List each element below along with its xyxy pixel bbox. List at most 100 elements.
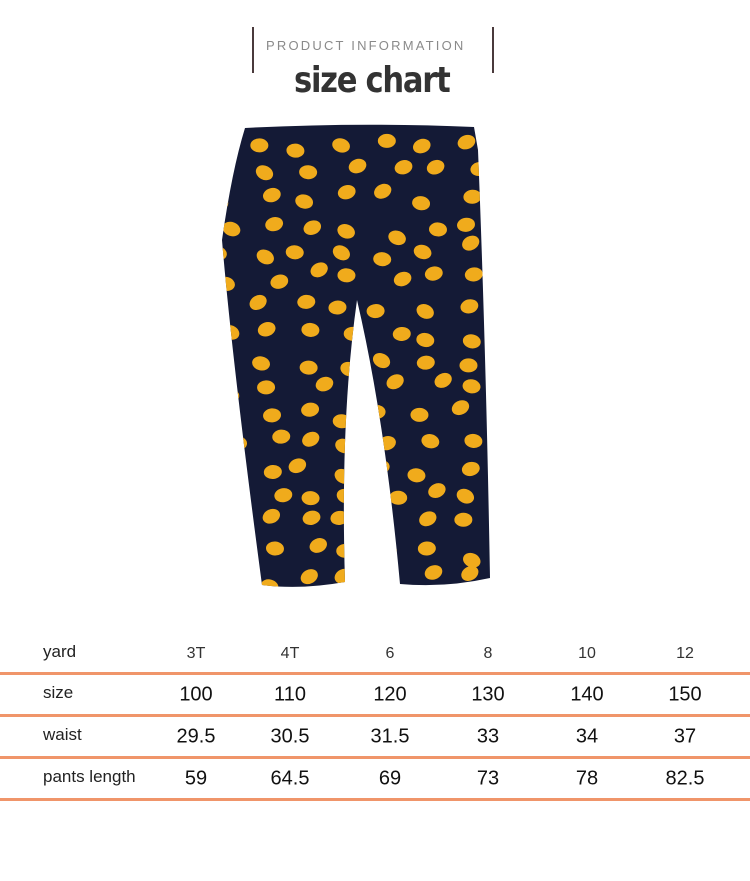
table-cell: 130 xyxy=(471,683,505,705)
lemon-print-dot xyxy=(372,353,391,369)
lemon-print-dot xyxy=(413,244,432,260)
lemon-print-dot xyxy=(407,468,426,483)
lemon-print-dot xyxy=(460,299,479,314)
lemon-print-dot xyxy=(286,143,305,158)
lemon-print-dot xyxy=(309,538,327,553)
lemon-print-dot xyxy=(222,169,230,185)
lemon-print-dot xyxy=(463,552,481,568)
table-cell: 120 xyxy=(373,683,407,705)
lemon-print-dot xyxy=(300,569,318,585)
lemon-print-dot xyxy=(262,508,281,524)
lemon-print-dot xyxy=(222,299,227,314)
table-cell: 82.5 xyxy=(665,767,705,789)
column-header: 3T xyxy=(186,645,206,662)
product-image-pants xyxy=(222,124,490,587)
lemon-print-dot xyxy=(451,400,470,416)
lemon-print-dot xyxy=(377,133,396,148)
lemon-print-dot xyxy=(222,541,240,556)
lemon-print-dot xyxy=(337,224,355,239)
column-header: 12 xyxy=(676,645,694,662)
lemon-print-dot xyxy=(310,262,328,278)
lemon-print-dot xyxy=(299,165,318,180)
lemon-print-dot xyxy=(424,565,443,580)
lemon-print-dot xyxy=(222,135,235,151)
table-row-size: size 100 110 120 130 140 150 xyxy=(0,675,750,717)
table-cell: 30.5 xyxy=(270,725,310,747)
lemon-print-dot xyxy=(461,565,479,581)
lemon-print-dot xyxy=(302,510,321,525)
lemon-print-dot xyxy=(301,402,320,417)
row-label: waist xyxy=(43,724,82,744)
lemon-print-dot xyxy=(272,429,291,444)
lemon-print-dot xyxy=(454,512,473,527)
lemon-print-dot xyxy=(462,235,480,251)
lemon-print-dot xyxy=(368,523,386,539)
lemon-print-dot xyxy=(394,160,413,175)
lemon-print-dot xyxy=(265,216,284,232)
lemon-print-dot xyxy=(257,322,276,337)
lemon-print-dot xyxy=(328,300,347,315)
lemon-print-dot xyxy=(413,138,431,154)
lemon-print-dot xyxy=(416,304,434,319)
title-divider-right xyxy=(492,27,494,73)
lemon-print-dot xyxy=(419,511,437,527)
lemon-print-dot xyxy=(303,220,322,235)
table-cell: 69 xyxy=(378,767,402,789)
lemon-print-dot xyxy=(252,356,270,371)
lemon-print-dot xyxy=(222,565,227,581)
lemon-print-dot xyxy=(265,541,284,556)
lemon-print-dot xyxy=(288,458,307,474)
title-divider-left xyxy=(252,27,254,73)
page-title: size chart xyxy=(294,60,451,101)
table-cell: 78 xyxy=(575,767,599,789)
lemon-print-dot xyxy=(410,407,429,422)
section-subtitle: PRODUCT INFORMATION xyxy=(266,38,466,53)
lemon-print-dot xyxy=(256,249,274,265)
table-cell: 33 xyxy=(476,725,500,747)
pants-shape xyxy=(222,124,490,587)
lemon-print-dot xyxy=(457,217,475,232)
lemon-print-dot xyxy=(263,465,282,480)
column-header: 8 xyxy=(483,645,493,662)
lemon-print-dot xyxy=(262,187,281,203)
lemon-print-dot xyxy=(222,410,230,425)
lemon-print-dot xyxy=(257,380,276,395)
table-cell: 73 xyxy=(476,767,500,789)
lemon-print-dot xyxy=(462,379,481,394)
lemon-print-dot xyxy=(301,322,320,337)
lemon-print-dot xyxy=(462,334,481,349)
lemon-print-dot xyxy=(222,362,227,378)
lemon-print-dot xyxy=(392,326,411,341)
table-cell: 31.5 xyxy=(370,725,410,747)
lemon-print-dot xyxy=(393,271,412,287)
lemon-print-dot xyxy=(457,134,476,150)
lemon-print-dot xyxy=(222,521,239,536)
table-header-row: yard 3T 4T 6 8 10 12 xyxy=(0,636,750,675)
lemon-print-dot xyxy=(463,189,482,204)
lemon-print-dot xyxy=(332,245,350,261)
lemon-print-dot xyxy=(315,376,334,392)
lemon-print-dot xyxy=(250,138,269,153)
lemon-print-dot xyxy=(295,194,314,209)
lemon-print-dot xyxy=(263,408,282,423)
lemon-print-dot xyxy=(416,355,435,370)
lemon-print-dot xyxy=(332,138,350,153)
table-cell: 150 xyxy=(668,683,702,705)
lemon-print-dot xyxy=(348,373,367,389)
column-header: 6 xyxy=(385,645,395,662)
lemon-print-dot xyxy=(373,252,392,267)
lemon-print-dot xyxy=(428,222,447,237)
lemon-print-dot xyxy=(456,488,475,504)
table-cell: 59 xyxy=(184,767,208,789)
row-label: pants length xyxy=(43,766,136,786)
lemon-print-dot xyxy=(270,274,289,289)
lemon-print-dot xyxy=(223,466,242,481)
table-cell: 29.5 xyxy=(176,725,216,747)
table-cell: 34 xyxy=(575,725,599,747)
lemon-print-dot xyxy=(274,488,293,503)
table-cell: 140 xyxy=(570,683,604,705)
lemon-print-dot xyxy=(421,434,440,449)
column-header: 4T xyxy=(280,645,300,662)
lemon-print-dot xyxy=(464,433,483,448)
lemon-print-dot xyxy=(424,266,443,281)
